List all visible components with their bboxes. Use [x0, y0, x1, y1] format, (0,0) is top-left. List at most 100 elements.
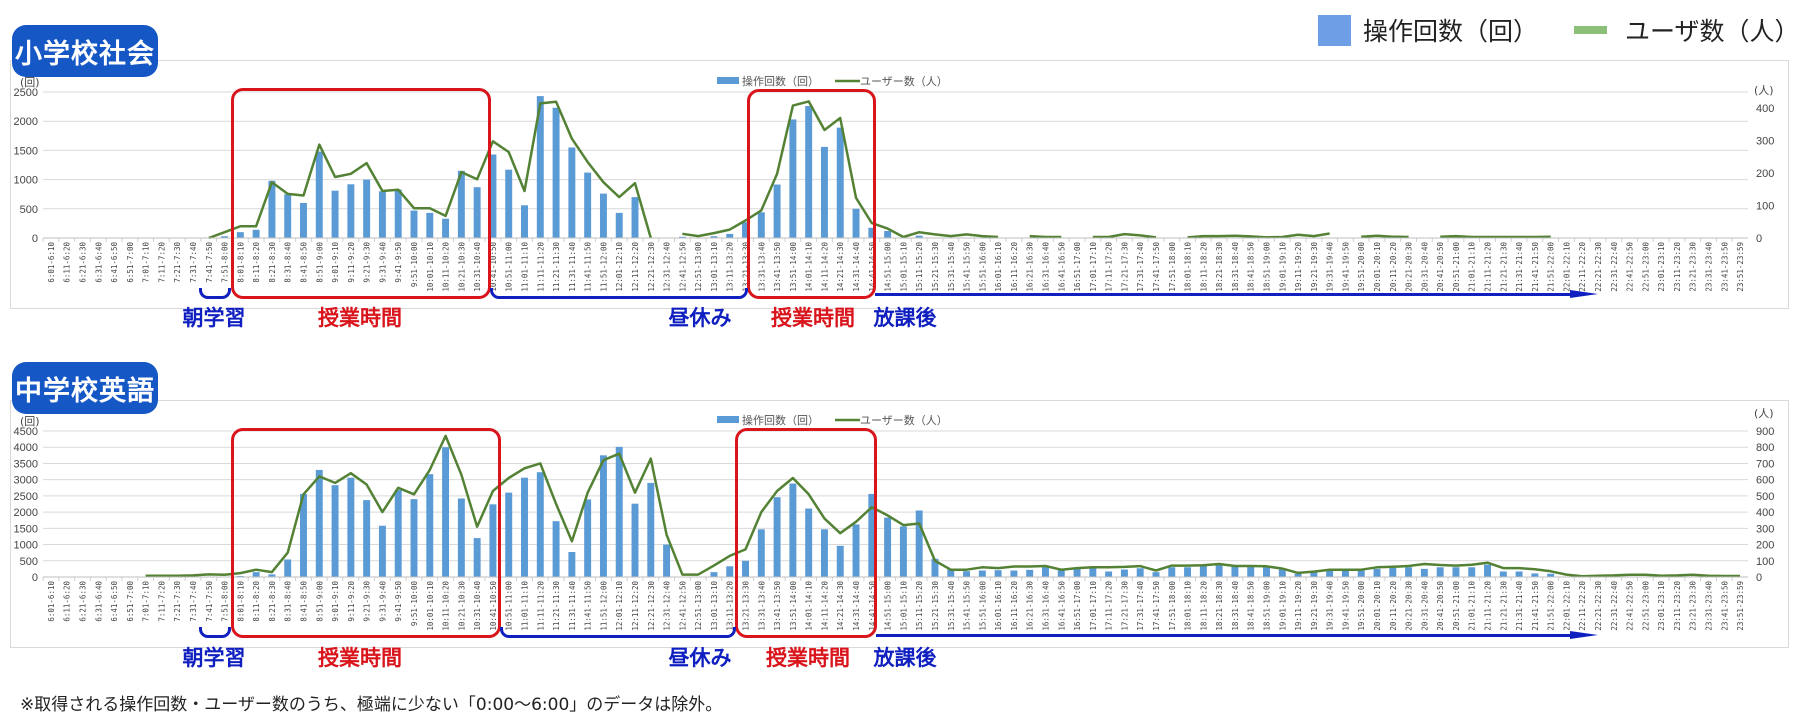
x-tick-label: 7:01-7:10	[142, 242, 151, 283]
bar-operation-count	[789, 483, 797, 577]
x-tick-label: 15:41-15:50	[963, 581, 972, 631]
x-tick-label: 6:21-6:30	[78, 581, 87, 622]
x-tick-label: 13:31-13:40	[757, 581, 766, 631]
y-right-tick-label: 0	[1756, 572, 1762, 584]
bar-operation-count	[884, 230, 892, 238]
x-tick-label: 22:31-22:40	[1610, 581, 1619, 631]
bar-operation-count	[315, 151, 323, 238]
x-tick-label: 23:31-23:40	[1705, 581, 1714, 631]
x-tick-label: 8:01-8:10	[236, 242, 245, 283]
x-tick-label: 14:11-14:20	[820, 242, 829, 292]
morning-brace	[199, 627, 231, 638]
x-tick-label: 16:41-16:50	[1057, 242, 1066, 292]
bar-operation-count	[1499, 571, 1507, 577]
bar-operation-count	[536, 472, 544, 577]
x-tick-label: 13:01-13:10	[710, 581, 719, 631]
x-tick-label: 19:31-19:40	[1326, 581, 1335, 631]
x-tick-label: 17:01-17:10	[1089, 581, 1098, 631]
x-tick-label: 17:21-17:30	[1120, 581, 1129, 631]
x-tick-label: 11:41-11:50	[584, 581, 593, 631]
x-tick-label: 16:01-16:10	[994, 242, 1003, 292]
x-tick-label: 22:51-23:00	[1641, 242, 1650, 292]
x-tick-label: 20:11-20:20	[1389, 581, 1398, 631]
x-tick-label: 22:11-22:20	[1578, 242, 1587, 292]
bar-operation-count	[1042, 567, 1049, 577]
x-tick-label: 14:41-14:50	[868, 242, 877, 292]
footnote: ※取得される操作回数・ユーザー数のうち、極端に少ない「0:00〜6:00」のデー…	[20, 695, 723, 715]
bar-operation-count	[300, 493, 307, 577]
bar-operation-count	[1263, 567, 1270, 577]
chart-legend: 操作回数（回） ユーザー数（人）	[717, 74, 948, 88]
x-tick-label: 22:21-22:30	[1594, 242, 1603, 292]
chart-title-junior-high-english: 中学校英語	[12, 362, 158, 414]
x-tick-label: 16:41-16:50	[1057, 581, 1066, 631]
y-right-tick-label: 100	[1756, 201, 1774, 213]
x-tick-label: 7:11-7:20	[157, 242, 166, 283]
x-tick-label: 10:01-10:10	[426, 581, 435, 631]
bar-operation-count	[1357, 570, 1365, 577]
x-tick-label: 22:21-22:30	[1594, 581, 1603, 631]
x-tick-label: 10:21-10:30	[457, 581, 466, 631]
bar-operation-count	[378, 191, 386, 238]
x-tick-label: 21:21-21:30	[1499, 581, 1508, 631]
x-tick-label: 23:11-23:20	[1673, 581, 1682, 631]
x-tick-label: 10:11-10:20	[442, 242, 451, 292]
label-morning-study: 朝学習	[182, 646, 246, 670]
x-tick-label: 14:51-15:00	[884, 242, 893, 292]
x-tick-label: 19:01-19:10	[1278, 242, 1287, 292]
line-user-count	[1187, 232, 1330, 239]
bar-operation-count	[1136, 568, 1144, 577]
y-right-unit-label: (人)	[1754, 407, 1774, 420]
bar-operation-count	[757, 212, 765, 238]
x-tick-label: 6:31-6:40	[94, 581, 103, 622]
x-tick-label: 19:21-19:30	[1310, 242, 1319, 292]
y-left-tick-label: 1000	[14, 175, 38, 187]
legend-line-label: ユーザー数（人）	[860, 414, 948, 427]
x-tick-label: 23:51-23:59	[1736, 242, 1745, 292]
x-tick-label: 21:31-21:40	[1515, 581, 1524, 631]
lunch-brace	[490, 288, 748, 299]
bar-operation-count	[1278, 569, 1286, 577]
x-tick-label: 18:01-18:10	[1184, 242, 1193, 292]
x-tick-label: 21:41-21:50	[1531, 242, 1540, 292]
x-tick-label: 10:11-10:20	[442, 581, 451, 631]
bar-operation-count	[615, 212, 623, 238]
y-right-tick-label: 300	[1756, 136, 1774, 148]
bar-operation-count	[489, 504, 497, 577]
bar-operation-count	[1515, 571, 1523, 577]
x-tick-label: 9:01-9:10	[331, 581, 340, 622]
y-left-unit-label: (回)	[20, 415, 40, 428]
bar-operation-count	[757, 529, 765, 577]
x-tick-label: 23:51-23:59	[1736, 581, 1745, 631]
x-tick-label: 6:51-7:00	[126, 581, 135, 622]
top-legend: 操作回数（回） ユーザ数（人）	[1318, 12, 1800, 48]
bar-operation-count	[1310, 571, 1318, 577]
x-tick-label: 23:21-23:30	[1689, 581, 1698, 631]
x-tick-label: 14:31-14:40	[852, 581, 861, 631]
bar-operation-count	[1484, 564, 1491, 577]
x-tick-label: 16:21-16:30	[1026, 242, 1035, 292]
x-tick-label: 8:41-8:50	[299, 242, 308, 283]
x-tick-label: 11:51-12:00	[599, 242, 608, 292]
x-tick-label: 13:41-13:50	[773, 242, 782, 292]
x-tick-label: 23:11-23:20	[1673, 242, 1682, 292]
x-tick-label: 18:21-18:30	[1215, 242, 1224, 292]
x-tick-label: 11:11-11:20	[536, 581, 545, 631]
label-class-time: 授業時間	[771, 306, 855, 330]
bar-operation-count	[363, 500, 371, 577]
bar-operation-count	[599, 455, 607, 577]
bar-operation-count	[552, 107, 560, 238]
x-tick-label: 14:01-14:10	[805, 581, 814, 631]
x-tick-label: 11:01-11:10	[521, 581, 530, 631]
bar-operation-count	[426, 474, 434, 577]
class-time-box	[747, 89, 876, 299]
x-tick-label: 16:51-17:00	[1073, 581, 1082, 631]
label-class-time: 授業時間	[318, 306, 402, 330]
x-tick-label: 10:31-10:40	[473, 242, 482, 292]
x-tick-label: 20:11-20:20	[1389, 242, 1398, 292]
x-tick-label: 19:21-19:30	[1310, 581, 1319, 631]
bar-operation-count	[742, 560, 749, 577]
x-tick-label: 19:11-19:20	[1294, 581, 1303, 631]
x-tick-label: 17:01-17:10	[1089, 242, 1098, 292]
x-tick-label: 12:31-12:40	[663, 581, 672, 631]
